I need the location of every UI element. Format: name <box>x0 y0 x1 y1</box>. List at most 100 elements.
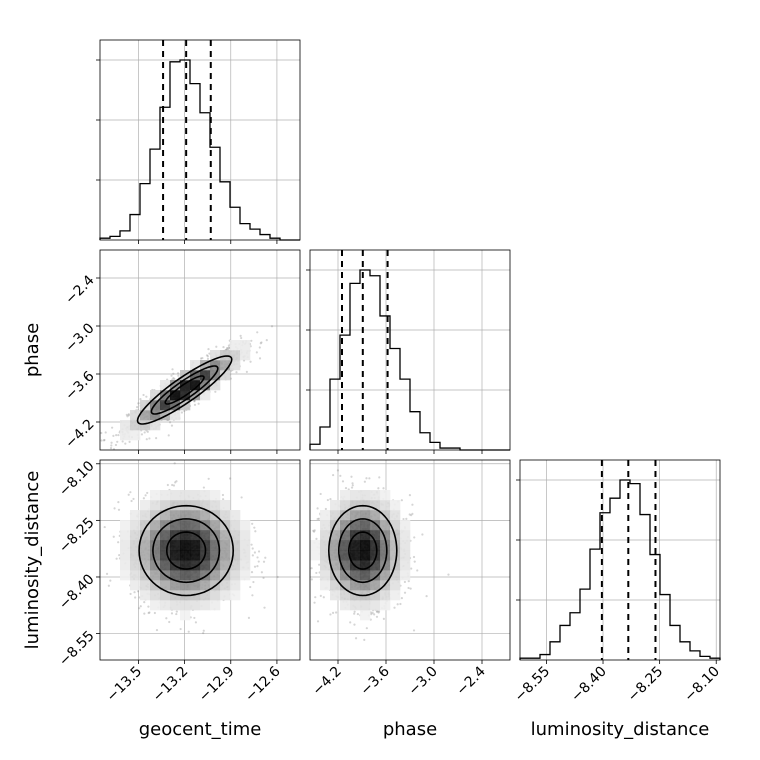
sample-point <box>253 565 257 568</box>
density-cell <box>190 510 201 521</box>
density-cell <box>210 550 221 561</box>
density-cell <box>220 560 231 571</box>
density-cell <box>370 540 381 551</box>
sample-point <box>317 517 321 520</box>
density-cell <box>340 580 351 591</box>
contour-level-0 <box>347 531 378 570</box>
density-cell <box>380 590 391 601</box>
x-tick-label: −3.0 <box>405 664 440 699</box>
density-cell <box>130 510 141 521</box>
density-cell <box>220 500 231 511</box>
density-cell <box>180 600 191 611</box>
density-cell <box>360 610 371 621</box>
sample-point <box>143 612 146 615</box>
sample-point <box>400 597 403 600</box>
density-cell <box>230 360 241 371</box>
y-axis-label: luminosity_distance <box>22 471 43 650</box>
sample-point <box>173 462 176 465</box>
sample-point <box>335 611 338 614</box>
sample-point <box>142 497 145 500</box>
density-cell <box>350 540 361 551</box>
sample-point <box>171 368 174 371</box>
sample-point <box>400 499 403 502</box>
density-cell <box>120 560 131 571</box>
sample-point <box>249 360 252 363</box>
sample-point <box>425 595 428 598</box>
sample-point <box>412 555 416 559</box>
density-cell <box>170 540 181 551</box>
sample-point <box>370 613 373 616</box>
x-axis-label: geocent_time <box>139 719 262 740</box>
density-cell <box>340 600 351 611</box>
sample-point <box>319 492 322 496</box>
density-cell <box>190 600 201 611</box>
density-cell <box>170 580 181 591</box>
density-cell <box>230 510 241 521</box>
density-cell <box>340 520 351 531</box>
sample-point <box>142 393 145 397</box>
sample-point <box>193 616 196 620</box>
density-cell <box>370 510 381 521</box>
sample-point <box>310 567 313 570</box>
density-cell <box>140 570 151 581</box>
contour-level-2 <box>327 504 398 597</box>
sample-point <box>222 498 225 501</box>
sample-point <box>197 402 200 405</box>
density-cell <box>170 490 181 501</box>
sample-point <box>172 376 175 380</box>
density-cell <box>160 550 171 561</box>
sample-point <box>251 522 254 525</box>
density-cell <box>140 510 151 521</box>
density-cell <box>320 540 331 551</box>
density-cell <box>240 560 251 571</box>
sample-point <box>250 571 254 574</box>
sample-point <box>239 334 242 337</box>
density-cell <box>140 530 151 541</box>
density-cell <box>150 500 161 511</box>
axes-frame <box>309 249 511 451</box>
sample-point <box>117 541 120 544</box>
sample-point <box>93 589 95 591</box>
sample-point <box>140 433 144 436</box>
sample-point <box>382 617 385 620</box>
density-cell <box>390 540 401 551</box>
sample-point <box>307 581 309 583</box>
density-cell <box>370 500 381 511</box>
sample-point <box>107 584 110 587</box>
density-cell <box>160 410 171 421</box>
sample-point <box>103 438 106 442</box>
density-cell <box>350 580 361 591</box>
density-cell <box>320 510 331 521</box>
sample-point <box>79 455 81 457</box>
y-axis-label: phase <box>22 323 43 377</box>
sample-point <box>105 455 107 457</box>
sample-point <box>313 529 316 532</box>
axes-frame <box>519 459 721 661</box>
sample-point <box>207 477 210 480</box>
sample-point <box>115 557 118 560</box>
density-cell <box>390 590 401 601</box>
density-cell <box>130 520 141 531</box>
sample-point <box>145 438 148 441</box>
sample-point <box>193 403 197 406</box>
sample-point <box>254 530 257 533</box>
density-cell <box>180 530 191 541</box>
sample-point <box>180 411 184 414</box>
density-cell <box>230 520 241 531</box>
density-cell <box>230 560 241 571</box>
sample-point <box>245 370 248 373</box>
sample-point <box>207 348 210 351</box>
density-cell <box>240 350 251 361</box>
density-cell <box>320 530 331 541</box>
x-tick-label: −13.5 <box>104 664 146 706</box>
x-tick-label: −8.55 <box>512 664 554 706</box>
density-cell <box>160 590 171 601</box>
density-cell <box>200 360 211 371</box>
sample-point <box>176 372 180 375</box>
density-cell <box>400 540 411 551</box>
density-cell <box>220 350 231 361</box>
sample-point <box>353 623 356 626</box>
density-cell <box>150 390 161 401</box>
density-cell <box>180 490 191 501</box>
sample-point <box>148 611 151 614</box>
